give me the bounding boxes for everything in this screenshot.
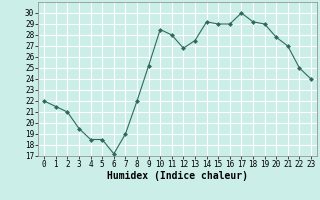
X-axis label: Humidex (Indice chaleur): Humidex (Indice chaleur)	[107, 171, 248, 181]
